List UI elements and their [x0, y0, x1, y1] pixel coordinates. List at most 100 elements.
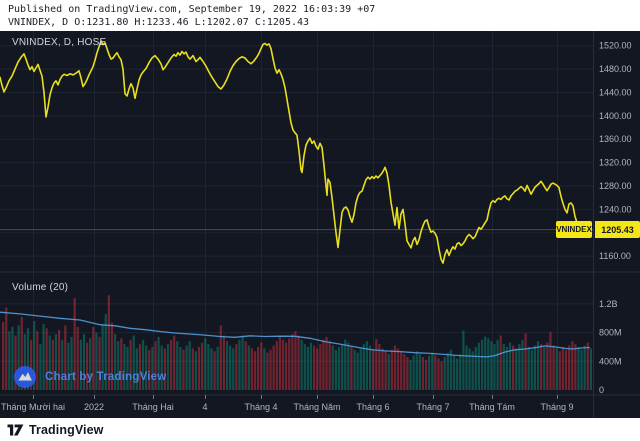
time-axis-label[interactable]: Tháng Tám — [469, 402, 515, 412]
volume-bar — [89, 338, 92, 390]
volume-bar — [505, 346, 509, 390]
volume-bar — [480, 339, 484, 390]
volume-bar — [8, 331, 11, 390]
volume-bar — [390, 349, 393, 390]
volume-bar — [515, 348, 518, 390]
time-axis-label[interactable]: Tháng 6 — [356, 402, 389, 412]
footer-branding[interactable]: TradingView — [0, 418, 640, 441]
volume-bar — [157, 336, 160, 390]
volume-bar — [300, 339, 303, 390]
volume-bar — [365, 341, 369, 390]
tradingview-mountain-icon — [14, 366, 36, 388]
price-axis-label[interactable]: 1240.00 — [599, 204, 632, 214]
time-axis-label[interactable]: 4 — [202, 402, 207, 412]
volume-axis-label[interactable]: 800M — [599, 328, 622, 338]
price-axis-label[interactable]: 1360.00 — [599, 134, 632, 144]
chart-by-tradingview-link[interactable]: Chart by TradingView — [14, 366, 166, 388]
time-axis-label[interactable]: Tháng Hai — [132, 402, 174, 412]
chart-area[interactable]: Tháng Mười hai 2022 Tháng Hai 4 Tháng 4 Tháng… — [0, 31, 640, 418]
volume-bar — [434, 355, 437, 390]
chart-plot[interactable]: Tháng Mười hai 2022 Tháng Hai 4 Tháng 4 Tháng… — [0, 31, 640, 418]
volume-bar — [409, 359, 412, 390]
volume-bar — [313, 345, 316, 390]
symbol-legend[interactable]: VNINDEX, D, HOSE — [12, 37, 107, 48]
time-axis-label[interactable]: 2022 — [84, 402, 104, 412]
volume-bar — [452, 355, 456, 390]
volume-bar — [20, 316, 23, 390]
volume-bar — [558, 351, 561, 390]
volume-bar — [555, 348, 558, 390]
volume-indicator-legend[interactable]: Volume (20) — [12, 282, 69, 293]
volume-bar — [141, 339, 145, 390]
volume-bar — [440, 361, 443, 390]
price-axis-label[interactable]: 1400.00 — [599, 111, 632, 121]
volume-bar — [518, 344, 521, 390]
volume-axis-label[interactable]: 1.2B — [599, 299, 618, 309]
volume-bar — [166, 344, 170, 390]
volume-bar — [424, 359, 428, 390]
volume-bar — [57, 329, 61, 390]
volume-bar — [173, 335, 176, 390]
volume-bar — [5, 307, 8, 390]
volume-bar — [132, 335, 135, 390]
brand-wordmark: TradingView — [29, 422, 104, 437]
volume-bar — [353, 349, 356, 390]
price-axis-label[interactable]: 1320.00 — [599, 158, 632, 168]
price-axis-label[interactable]: 1280.00 — [599, 181, 632, 191]
volume-bar — [297, 335, 300, 390]
volume-bar — [23, 334, 26, 390]
volume-bar — [359, 348, 362, 390]
volume-bar — [415, 351, 418, 390]
volume-bar — [378, 344, 381, 390]
volume-bar — [11, 326, 14, 390]
volume-bar — [61, 339, 64, 390]
volume-bar — [260, 342, 263, 390]
volume-bar — [207, 344, 210, 390]
volume-bar — [288, 338, 291, 390]
volume-bar — [269, 349, 272, 390]
volume-bar — [564, 349, 568, 390]
volume-bar — [104, 313, 107, 390]
price-axis-label[interactable]: 1440.00 — [599, 87, 632, 97]
volume-bar — [549, 331, 552, 390]
time-axis-label[interactable]: Tháng 4 — [244, 402, 277, 412]
price-axis-label[interactable]: 1520.00 — [599, 41, 632, 51]
volume-bar — [487, 338, 490, 390]
volume-bar — [117, 341, 120, 390]
volume-bar — [14, 335, 17, 390]
volume-axis-label[interactable]: 400M — [599, 356, 622, 366]
volume-bar — [527, 346, 530, 390]
volume-bar — [446, 352, 449, 390]
volume-bar — [238, 339, 241, 390]
volume-bar — [356, 352, 359, 390]
volume-bar — [194, 351, 198, 390]
volume-bar — [222, 335, 226, 390]
time-axis-label[interactable]: Tháng Mười hai — [1, 402, 65, 412]
watermark-label: Chart by TradingView — [45, 371, 167, 383]
time-axis-label[interactable]: Tháng 9 — [540, 402, 573, 412]
volume-bar — [92, 326, 95, 390]
volume-bar — [524, 333, 527, 390]
volume-bar — [123, 344, 126, 390]
volume-bar — [244, 341, 247, 390]
volume-bar — [64, 325, 67, 390]
volume-bar — [291, 334, 294, 390]
volume-axis-label[interactable]: 0 — [599, 385, 604, 395]
last-price-value-tag[interactable]: 1205.43 — [595, 221, 640, 238]
volume-bar — [163, 348, 166, 390]
volume-bar — [577, 346, 580, 390]
price-axis-label[interactable]: 1160.00 — [599, 251, 631, 261]
volume-bar — [213, 351, 216, 390]
volume-bar — [201, 342, 204, 390]
volume-bar — [496, 339, 499, 390]
price-axis-label[interactable]: 1480.00 — [599, 64, 632, 74]
tradingview-logo-icon — [7, 424, 24, 436]
time-axis-label[interactable]: Tháng Năm — [293, 402, 340, 412]
volume-bar — [253, 351, 257, 390]
volume-bar — [216, 346, 219, 390]
volume-bar — [232, 348, 235, 390]
volume-bar — [533, 345, 537, 390]
last-price-symbol-tag[interactable]: VNINDEX — [556, 221, 592, 238]
time-axis-label[interactable]: Tháng 7 — [416, 402, 449, 412]
price-line — [0, 40, 581, 264]
